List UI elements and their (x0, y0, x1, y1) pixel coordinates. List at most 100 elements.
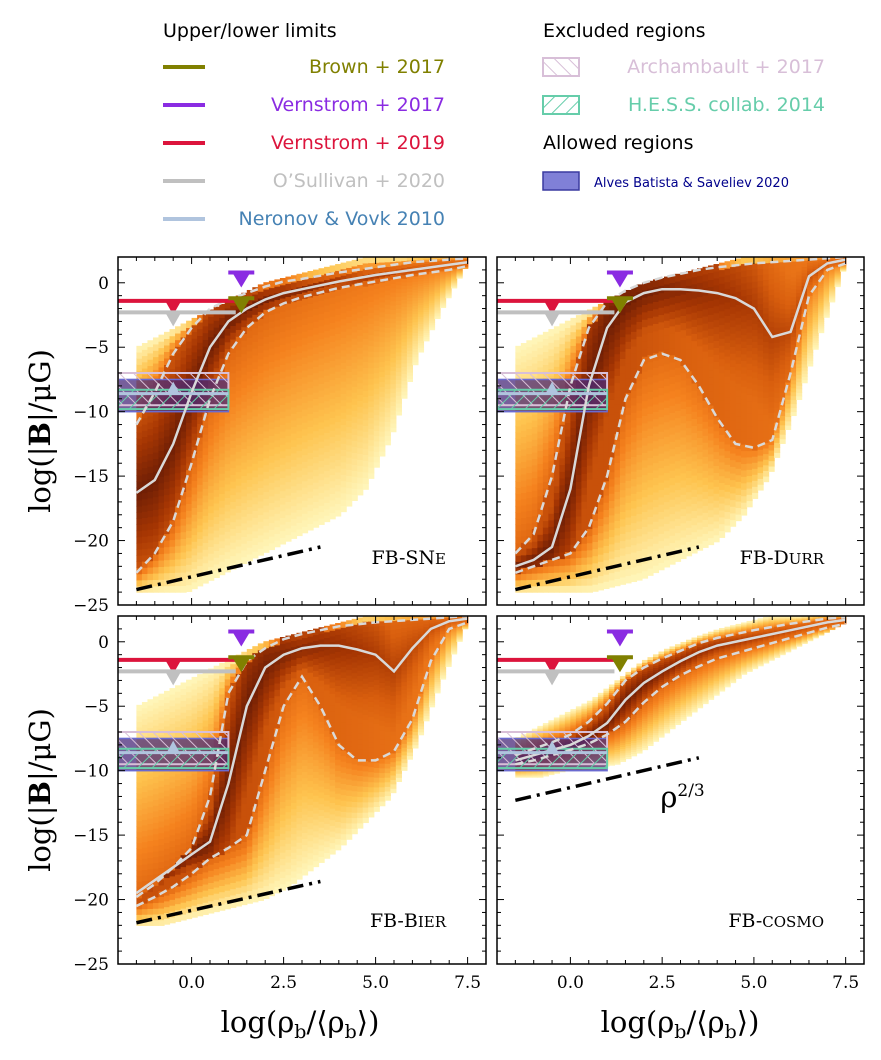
heatmap-cell (691, 326, 698, 334)
heatmap-cell (412, 324, 419, 328)
heatmap-cell (346, 310, 353, 317)
heatmap-cell (619, 321, 627, 330)
heatmap-cell (735, 461, 742, 469)
heatmap-cell (652, 345, 660, 354)
heatmap-cell (658, 409, 665, 418)
heatmap-cell (235, 539, 242, 547)
heatmap-cell (658, 474, 665, 483)
heatmap-cell (807, 333, 814, 337)
heatmap-cell (136, 542, 143, 550)
heatmap-cell (307, 329, 314, 337)
heatmap-cell (691, 510, 698, 519)
heatmap-cell (368, 389, 375, 396)
heatmap-cell (575, 550, 582, 559)
heatmap-cell (335, 509, 342, 517)
heatmap-cell (619, 474, 627, 483)
heatmap-cell (641, 319, 649, 328)
heatmap-cell (302, 435, 309, 443)
heatmap-cell (763, 442, 770, 449)
heatmap-cell (219, 446, 226, 454)
heatmap-cell (230, 460, 237, 469)
heatmap-cell (357, 453, 364, 460)
heatmap-cell (406, 325, 413, 330)
heatmap-cell (785, 373, 792, 379)
heatmap-cell (553, 339, 560, 347)
heatmap-cell (451, 273, 458, 275)
heatmap-cell (641, 341, 649, 350)
heatmap-cell (708, 481, 715, 490)
heatmap-cell (136, 518, 143, 525)
heatmap-cell (191, 547, 198, 556)
heatmap-cell (686, 527, 693, 535)
heatmap-cell (340, 299, 347, 307)
heatmap-cell (252, 456, 259, 464)
heatmap-cell (401, 281, 408, 286)
heatmap-cell (241, 326, 248, 334)
heatmap-cell (379, 436, 386, 442)
heatmap-cell (686, 448, 693, 457)
heatmap-cell (608, 348, 616, 357)
heatmap-cell (608, 384, 616, 393)
heatmap-cell (686, 335, 693, 343)
heatmap-cell (785, 347, 792, 353)
heatmap-cell (790, 411, 797, 417)
heatmap-cell (603, 437, 610, 446)
heatmap-cell (713, 493, 720, 501)
heatmap-cell (324, 381, 331, 389)
heatmap-cell (257, 467, 264, 475)
heatmap-cell (818, 309, 825, 313)
heatmap-cell (675, 439, 682, 447)
heatmap-cell (268, 529, 275, 537)
heatmap-cell (608, 565, 616, 574)
heatmap-cell (559, 524, 566, 533)
heatmap-cell (252, 327, 259, 336)
heatmap-cell (608, 442, 616, 451)
heatmap-cell (351, 416, 358, 423)
heatmap-cell (658, 365, 665, 374)
heatmap-cell (252, 496, 259, 505)
heatmap-cell (757, 408, 764, 415)
heatmap-cell (834, 279, 841, 281)
heatmap-cell (752, 413, 759, 421)
heatmap-cell (141, 560, 149, 568)
heatmap-cell (774, 372, 781, 378)
heatmap-cell (169, 447, 176, 455)
heatmap-cell (570, 448, 577, 456)
heatmap-cell (669, 535, 676, 544)
heatmap-cell (307, 394, 314, 402)
heatmap-cell (307, 335, 314, 343)
heatmap-cell (630, 316, 638, 325)
heatmap-cell (335, 327, 342, 334)
heatmap-cell (774, 287, 781, 293)
heatmap-cell (713, 333, 720, 341)
heatmap-cell (531, 560, 538, 568)
heatmap-cell (213, 428, 220, 436)
heatmap-cell (208, 471, 215, 480)
heatmap-cell (658, 380, 665, 388)
heatmap-cell (390, 331, 397, 337)
heatmap-cell (175, 326, 182, 334)
heatmap-cell (526, 409, 533, 417)
heatmap-cell (663, 443, 671, 452)
heatmap-cell (526, 459, 533, 467)
heatmap-cell (812, 346, 819, 350)
heatmap-cell (647, 324, 654, 333)
heatmap-cell (520, 498, 527, 506)
heatmap-cell (735, 291, 742, 299)
heatmap-cell (625, 319, 632, 328)
heatmap-cell (384, 355, 391, 361)
heatmap-cell (526, 447, 533, 455)
heatmap-cell (158, 366, 165, 374)
heatmap-cell (241, 340, 248, 348)
heatmap-cell (417, 325, 425, 329)
heatmap-cell (829, 300, 836, 303)
heatmap-cell (268, 361, 275, 369)
heatmap-cell (741, 444, 748, 452)
heatmap-cell (597, 554, 605, 562)
heatmap-cell (774, 417, 781, 423)
heatmap-cell (318, 485, 325, 493)
heatmap-cell (158, 540, 165, 548)
heatmap-cell (625, 392, 632, 401)
heatmap-cell (313, 475, 320, 483)
heatmap-cell (526, 453, 533, 461)
